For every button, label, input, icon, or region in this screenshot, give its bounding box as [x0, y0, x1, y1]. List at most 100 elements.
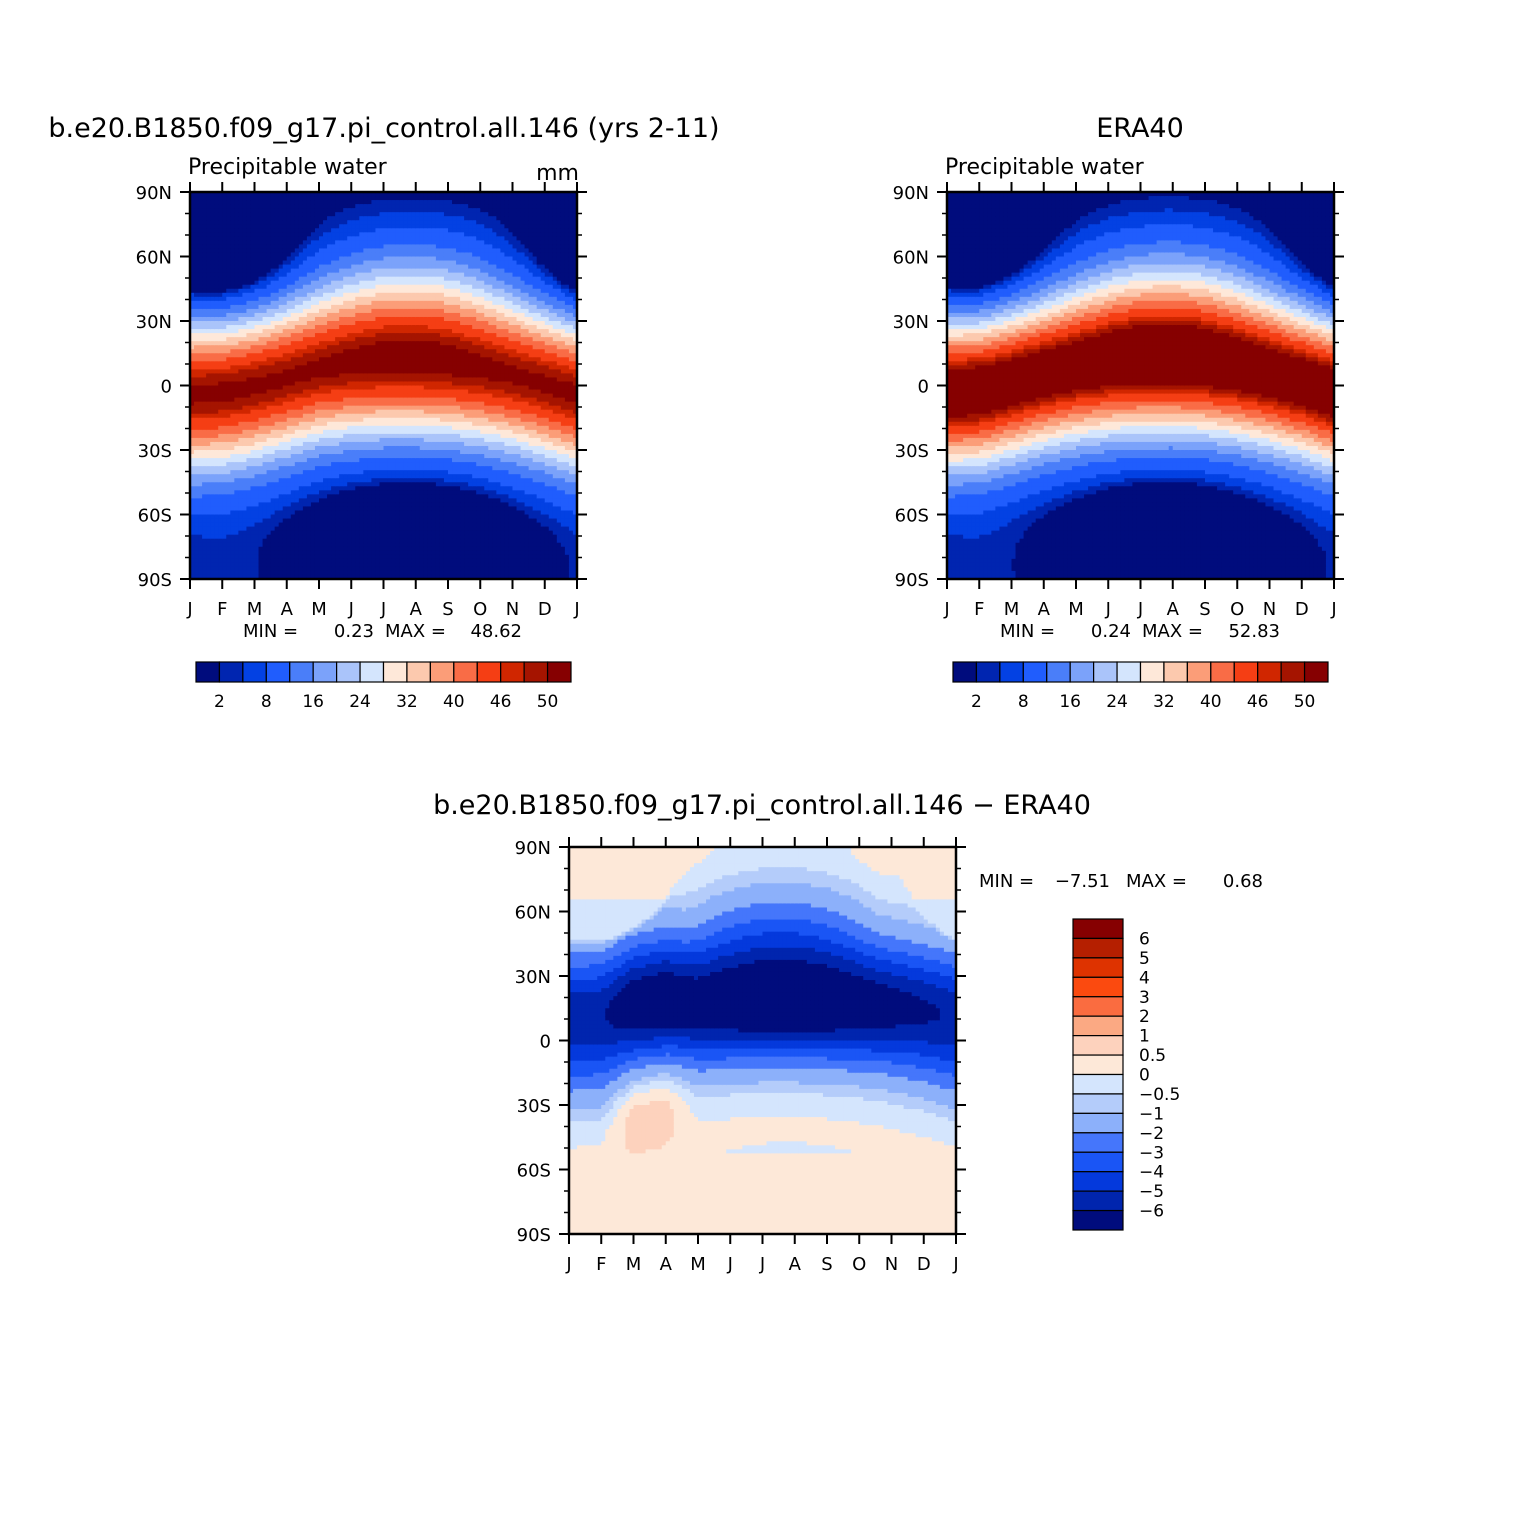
- contour-cell: [294, 401, 300, 407]
- contour-cell: [206, 534, 211, 540]
- contour-cell: [395, 240, 401, 246]
- contour-cell: [343, 353, 348, 358]
- contour-cell: [319, 329, 324, 334]
- contour-cell: [250, 321, 256, 326]
- contour-cell: [306, 441, 312, 447]
- contour-cell: [391, 502, 397, 508]
- contour-cell: [238, 542, 244, 548]
- contour-cell: [375, 212, 381, 217]
- contour-cell: [214, 216, 219, 221]
- contour-cell: [290, 284, 296, 290]
- contour-cell: [218, 417, 223, 423]
- contour-cell: [302, 224, 308, 229]
- contour-cell: [238, 329, 244, 334]
- contour-cell: [355, 510, 360, 516]
- contour-cell: [206, 377, 211, 383]
- contour-cell: [335, 397, 340, 403]
- contour-cell: [266, 385, 272, 391]
- contour-cell: [190, 292, 195, 298]
- contour-cell: [210, 260, 215, 266]
- contour-cell: [266, 244, 272, 250]
- contour-cell: [306, 248, 312, 254]
- contour-cell: [254, 530, 260, 536]
- contour-cell: [371, 260, 377, 266]
- contour-cell: [343, 466, 348, 471]
- contour-cell: [270, 421, 276, 427]
- contour-cell: [282, 316, 288, 322]
- contour-cell: [343, 248, 348, 254]
- contour-cell: [238, 417, 244, 423]
- contour-cell: [395, 208, 401, 213]
- contour-cell: [290, 200, 296, 205]
- contour-cell: [294, 417, 300, 423]
- contour-cell: [198, 389, 203, 395]
- contour-cell: [347, 393, 352, 399]
- contour-cell: [254, 538, 260, 544]
- contour-cell: [218, 381, 223, 387]
- contour-cell: [194, 474, 199, 479]
- contour-cell: [351, 264, 356, 270]
- contour-cell: [206, 212, 211, 217]
- contour-cell: [395, 429, 401, 435]
- contour-cell: [383, 300, 389, 306]
- contour-cell: [367, 433, 373, 439]
- contour-cell: [310, 325, 316, 330]
- contour-cell: [391, 482, 397, 487]
- contour-cell: [314, 486, 320, 491]
- contour-cell: [367, 300, 373, 306]
- contour-cell: [266, 445, 272, 451]
- contour-cell: [294, 369, 300, 375]
- contour-cell: [306, 345, 312, 350]
- contour-cell: [323, 252, 328, 258]
- contour-cell: [323, 558, 328, 564]
- contour-cell: [254, 333, 260, 338]
- contour-cell: [391, 486, 397, 491]
- contour-cell: [327, 482, 332, 487]
- contour-cell: [306, 393, 312, 399]
- contour-cell: [206, 196, 211, 201]
- contour-cell: [395, 445, 401, 451]
- contour-cell: [367, 252, 373, 258]
- contour-cell: [383, 466, 389, 471]
- contour-cell: [331, 369, 336, 375]
- contour-cell: [274, 498, 280, 504]
- contour-cell: [202, 329, 207, 334]
- contour-cell: [323, 514, 328, 520]
- contour-cell: [387, 377, 393, 383]
- contour-cell: [314, 365, 320, 370]
- contour-cell: [335, 562, 340, 568]
- contour-cell: [367, 377, 373, 383]
- contour-cell: [282, 268, 288, 274]
- contour-cell: [290, 208, 296, 213]
- contour-cell: [202, 486, 207, 491]
- contour-cell: [306, 232, 312, 237]
- contour-cell: [278, 542, 284, 548]
- contour-cell: [266, 292, 272, 298]
- contour-cell: [359, 554, 364, 560]
- contour-cell: [343, 478, 348, 483]
- contour-cell: [306, 478, 312, 483]
- contour-cell: [314, 312, 320, 318]
- contour-cell: [367, 522, 373, 528]
- contour-cell: [218, 546, 223, 552]
- contour-cell: [230, 421, 235, 427]
- contour-cell: [298, 470, 304, 475]
- contour-cell: [242, 220, 248, 225]
- contour-cell: [359, 413, 364, 419]
- contour-cell: [282, 562, 288, 568]
- contour-cell: [310, 417, 316, 423]
- contour-cell: [298, 345, 304, 350]
- contour-cell: [262, 240, 268, 246]
- contour-cell: [323, 296, 328, 302]
- contour-cell: [375, 192, 381, 197]
- contour-cell: [286, 474, 292, 479]
- contour-cell: [246, 506, 252, 512]
- contour-cell: [383, 341, 389, 346]
- contour-cell: [286, 341, 292, 346]
- contour-cell: [262, 212, 268, 217]
- contour-cell: [294, 574, 300, 579]
- contour-cell: [363, 321, 368, 326]
- contour-cell: [202, 570, 207, 576]
- contour-cell: [238, 413, 244, 419]
- contour-cell: [250, 264, 256, 270]
